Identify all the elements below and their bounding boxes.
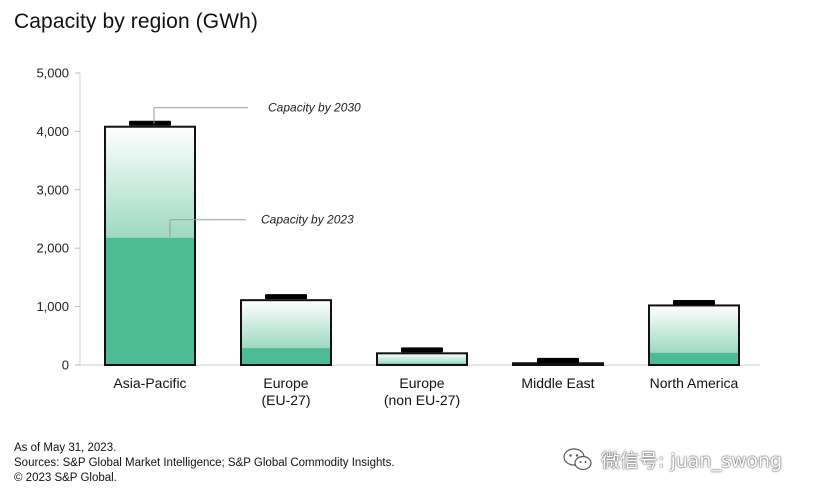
bar-outline	[376, 352, 468, 367]
y-tick-label: 5,000	[36, 66, 69, 81]
bar-marker	[673, 300, 715, 306]
bar-outline	[512, 362, 604, 366]
bar-capacity-2023	[241, 348, 331, 365]
footer-sources: Sources: S&P Global Market Intelligence;…	[14, 457, 395, 469]
wechat-watermark: 微信号: juan_swong	[563, 446, 782, 473]
annotation-capacity-2030: Capacity by 2030	[268, 101, 361, 115]
footer-date: As of May 31, 2023.	[14, 442, 117, 454]
y-tick-label: 0	[62, 358, 69, 373]
bar-marker	[265, 294, 307, 300]
y-tick-label: 3,000	[36, 182, 69, 197]
bar-capacity-2023	[105, 237, 195, 365]
bar-outline	[240, 299, 332, 366]
bar-capacity-2030	[649, 305, 739, 353]
y-tick-label: 4,000	[36, 124, 69, 139]
annotation-capacity-2023: Capacity by 2023	[261, 213, 354, 227]
footer-copyright: © 2023 S&P Global.	[14, 472, 117, 484]
chart-title: Capacity by region (GWh)	[14, 10, 258, 33]
y-tick-label: 2,000	[36, 241, 69, 256]
wechat-icon	[563, 447, 592, 470]
bar-outline	[648, 304, 740, 367]
watermark-text: 微信号: juan_swong	[601, 450, 783, 472]
x-category-label: North America	[650, 375, 739, 391]
chart-footer: As of May 31, 2023. Sources: S&P Global …	[14, 441, 395, 486]
y-tick-label: 1,000	[36, 299, 69, 314]
x-category-label: Europe (EU-27)	[261, 375, 310, 408]
bar-outline	[104, 125, 196, 366]
bar-marker	[537, 357, 579, 363]
bar-capacity-2030	[105, 126, 195, 238]
x-category-label: Asia-Pacific	[113, 375, 186, 391]
bar-capacity-2030	[377, 353, 467, 364]
capacity-chart: 0 1,000 2,000 3,000 4,000 5,000 Asia-Pacific Eu…	[36, 66, 760, 408]
x-category-label: Middle East	[521, 375, 594, 391]
bar-marker	[129, 120, 171, 126]
x-category-label: Europe (non EU-27)	[384, 375, 460, 408]
bar-capacity-2023	[649, 352, 739, 365]
bar-capacity-2030	[241, 300, 331, 349]
bar-marker	[401, 347, 443, 353]
